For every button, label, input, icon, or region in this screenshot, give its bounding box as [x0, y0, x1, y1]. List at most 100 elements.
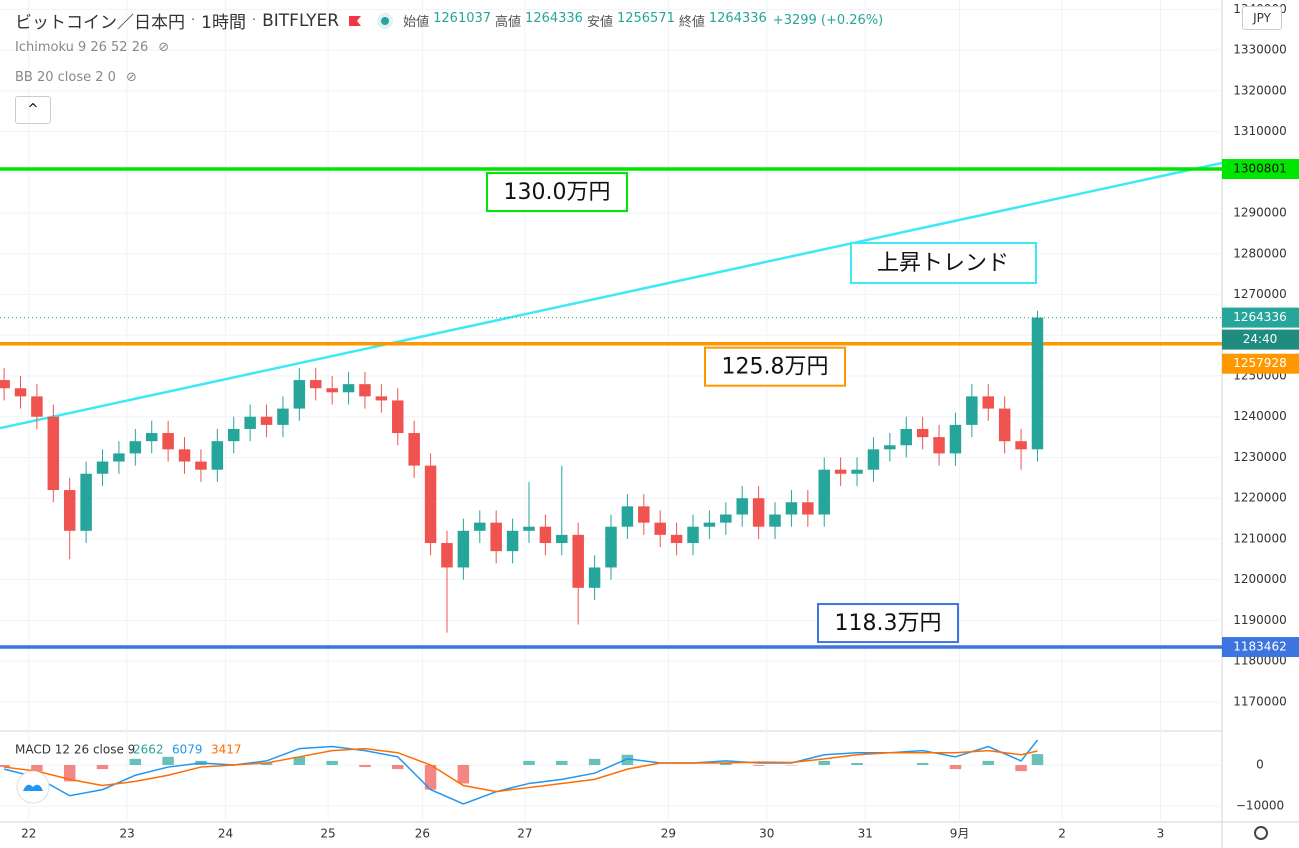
y-tick-label: 1200000 — [1233, 572, 1286, 586]
macd-histogram-bar — [424, 765, 437, 790]
y-tick-label: 1170000 — [1233, 694, 1286, 708]
candle-body — [490, 522, 502, 552]
signal-line — [4, 747, 1038, 793]
x-tick-label: 30 — [759, 827, 774, 841]
candle-body — [802, 502, 814, 515]
candle-body — [424, 465, 437, 544]
candle-body — [211, 441, 224, 470]
macd-histogram-bar — [63, 765, 76, 782]
x-tick-label: 24 — [218, 827, 233, 841]
indicator-label: BB 20 close 2 0 — [15, 70, 116, 85]
collapse-button[interactable]: ^ — [15, 96, 51, 124]
macd-histogram-bar — [457, 765, 470, 784]
x-tick-label: 26 — [415, 827, 430, 841]
candle-body — [31, 396, 43, 417]
macd-histogram-bar — [392, 765, 404, 770]
candle-body — [572, 534, 584, 588]
indicator-label: Ichimoku 9 26 52 26 — [15, 40, 149, 55]
ohlc-label: 安値 — [586, 15, 613, 30]
x-tick-label: 25 — [320, 827, 335, 841]
candle-body — [392, 400, 404, 434]
candle-body — [129, 441, 142, 454]
currency[interactable]: JPY — [1242, 6, 1282, 30]
x-tick-label: 22 — [21, 827, 36, 841]
sep: · — [191, 13, 196, 28]
y-tick-label: 1320000 — [1233, 83, 1286, 97]
candle-body — [769, 514, 781, 527]
candle-body — [588, 567, 601, 588]
candle-body — [195, 461, 207, 470]
candle-body — [867, 449, 880, 470]
macd-histogram-bar — [260, 762, 273, 766]
macd-legend-value: 2662 — [133, 743, 164, 757]
candle-body — [687, 526, 699, 544]
annotation-text: 上昇トレンド — [877, 251, 1009, 276]
ohlc-value: 1264336 — [525, 11, 583, 26]
candle-body — [933, 437, 945, 454]
macd-title: MACD 12 26 close 9 — [15, 743, 135, 757]
candle-body — [670, 534, 683, 544]
macd-histogram-bar — [949, 765, 962, 770]
candle-body — [556, 534, 568, 544]
eye-icon[interactable]: ⊘ — [125, 70, 137, 85]
candle-body — [342, 384, 355, 393]
candle-body — [752, 498, 765, 527]
y-tick-label: 1290000 — [1233, 206, 1286, 220]
price-box — [1222, 353, 1299, 374]
candle-body — [654, 522, 666, 535]
candle-body — [506, 530, 519, 552]
macd-histogram-bar — [96, 765, 109, 770]
price-box — [1222, 637, 1299, 658]
ohlc-label: 終値 — [678, 15, 705, 30]
macd-histogram-bar — [1015, 765, 1027, 772]
macd-histogram-bar — [31, 765, 43, 772]
candle-body — [916, 428, 929, 438]
candle-body — [1031, 317, 1044, 450]
ohlc-value: 1261037 — [433, 11, 492, 26]
candle-body — [638, 506, 650, 523]
candle-body — [982, 396, 995, 409]
candle-body — [0, 380, 10, 389]
candle-body — [539, 526, 552, 544]
macd-histogram-bar — [916, 762, 929, 766]
change: +3299 (+0.26%) — [772, 13, 884, 28]
candle-body — [736, 498, 748, 515]
ohlc-legend: 始値 1261037 高値 1264336 安値 1256571 終値 1264336 — [403, 11, 767, 30]
candle-body — [260, 416, 273, 425]
y-tick-label: 1310000 — [1233, 124, 1286, 138]
macd-histogram-bar — [359, 765, 371, 768]
candle-body — [851, 469, 863, 474]
candle-body — [310, 380, 322, 389]
candle-body — [523, 526, 535, 531]
x-tick-label: 31 — [858, 827, 873, 841]
y-tick-label: 1330000 — [1233, 43, 1286, 57]
candle-body — [457, 530, 470, 568]
annotation-text: 125.8万円 — [722, 355, 829, 380]
macd-histogram-bar — [162, 756, 174, 766]
candle-body — [900, 428, 912, 446]
macd-histogram-bar — [1031, 754, 1044, 766]
interval: 1時間 — [201, 13, 246, 33]
candle-body — [96, 461, 109, 474]
flag-icon[interactable] — [345, 13, 367, 29]
macd-histogram-bar — [851, 762, 863, 766]
candle-body — [293, 380, 306, 409]
settings-icon[interactable] — [1254, 826, 1268, 840]
eye-icon[interactable]: ⊘ — [158, 40, 170, 55]
macd-histogram-bar — [129, 758, 142, 766]
trend-line — [0, 161, 1223, 430]
x-tick-label: 23 — [119, 827, 134, 841]
macd-histogram-bar — [818, 760, 830, 766]
x-tick-label: 27 — [517, 827, 532, 841]
header: ビットコイン／日本円 · 1時間 · BITFLYER 始値 1261037 高値 126… — [15, 8, 884, 34]
candle-body — [14, 388, 27, 397]
candle-body — [244, 416, 256, 429]
candle-body — [47, 416, 60, 491]
candle-body — [834, 469, 847, 474]
candle-body — [703, 522, 716, 527]
candle-body — [884, 445, 896, 450]
y-tick-label: 1190000 — [1233, 613, 1286, 627]
candle-body — [227, 428, 240, 442]
